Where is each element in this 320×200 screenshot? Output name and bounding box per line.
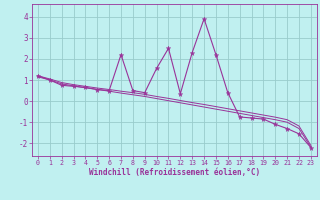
X-axis label: Windchill (Refroidissement éolien,°C): Windchill (Refroidissement éolien,°C) — [89, 168, 260, 177]
